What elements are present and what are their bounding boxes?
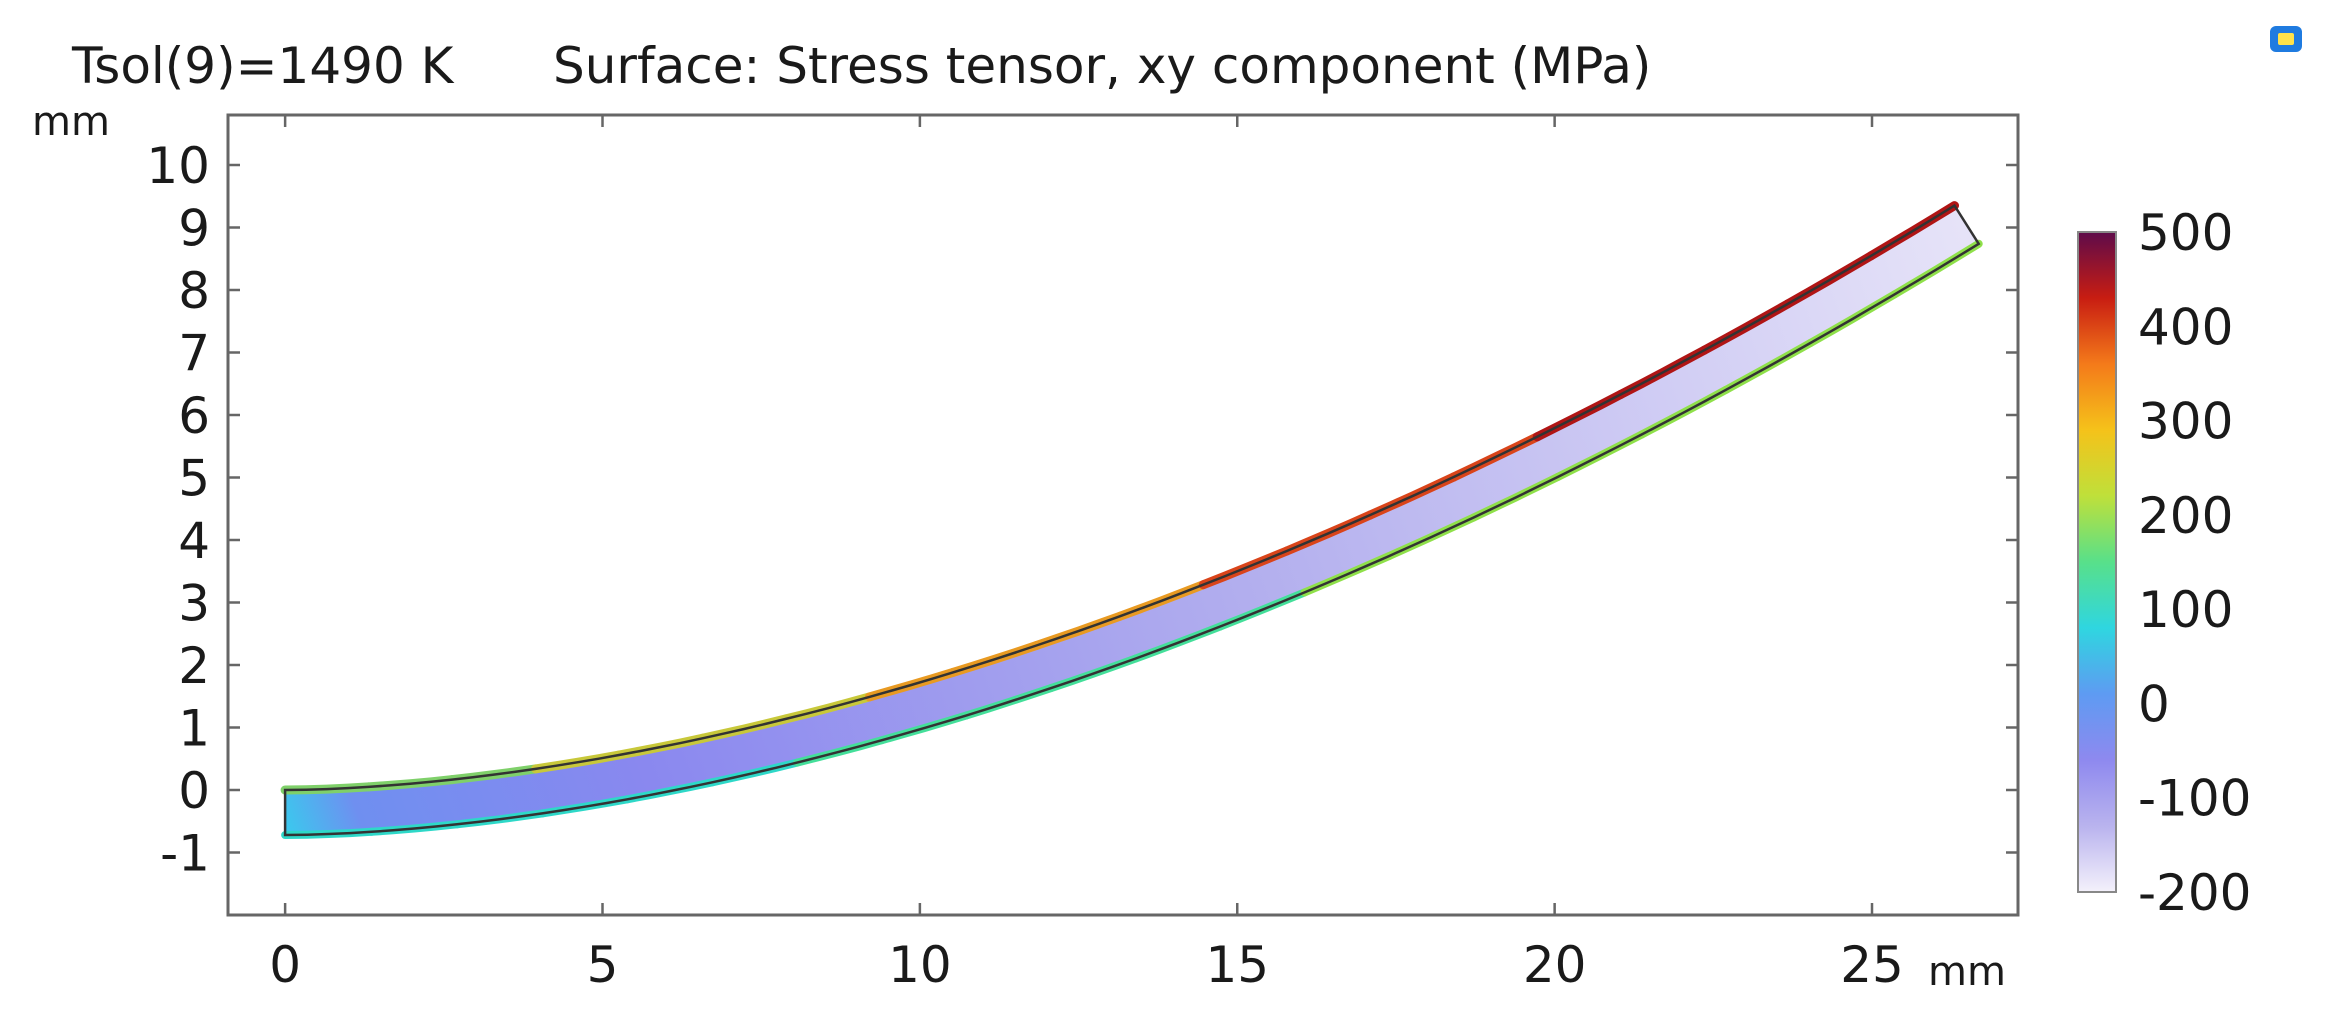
x-tick-label: 25 [1840,936,1904,994]
y-tick-label: 5 [178,450,210,508]
x-tick-label: 10 [888,936,952,994]
colorbar-tick-label: 200 [2138,487,2233,545]
y-tick-label: 0 [178,762,210,820]
plot-title: Surface: Stress tensor, xy component (MP… [553,37,1651,95]
beam-outline [283,203,1981,837]
y-tick-label: 4 [178,512,210,570]
y-tick-label: 10 [146,137,210,195]
colorbar-tick-label: -100 [2138,770,2251,828]
x-tick-label: 5 [587,936,619,994]
solution-label: Tsol(9)=1490 K [71,37,455,95]
y-axis-unit: mm [32,99,110,145]
y-tick-label: 1 [178,700,210,758]
y-tick-label: 6 [178,387,210,445]
y-tick-label: 8 [178,262,210,320]
x-tick-label: 15 [1205,936,1269,994]
colorbar-tick-label: 500 [2138,204,2233,262]
colorbar-tick-label: 400 [2138,298,2233,356]
colorbar-tick-label: 0 [2138,675,2170,733]
y-tick-label: 9 [178,200,210,258]
x-tick-label: 0 [269,936,301,994]
colorbar-tick-label: -200 [2138,864,2251,922]
y-tick-label: 7 [178,325,210,383]
plot-window-icon[interactable] [2270,26,2302,52]
colorbar-tick-label: 100 [2138,581,2233,639]
x-tick-label: 20 [1523,936,1587,994]
colorbar [2077,231,2117,893]
y-tick-label: 2 [178,637,210,695]
y-tick-label: -1 [160,825,210,883]
colorbar-tick-label: 300 [2138,393,2233,451]
x-axis-unit: mm [1928,949,2006,995]
y-tick-label: 3 [178,575,210,633]
